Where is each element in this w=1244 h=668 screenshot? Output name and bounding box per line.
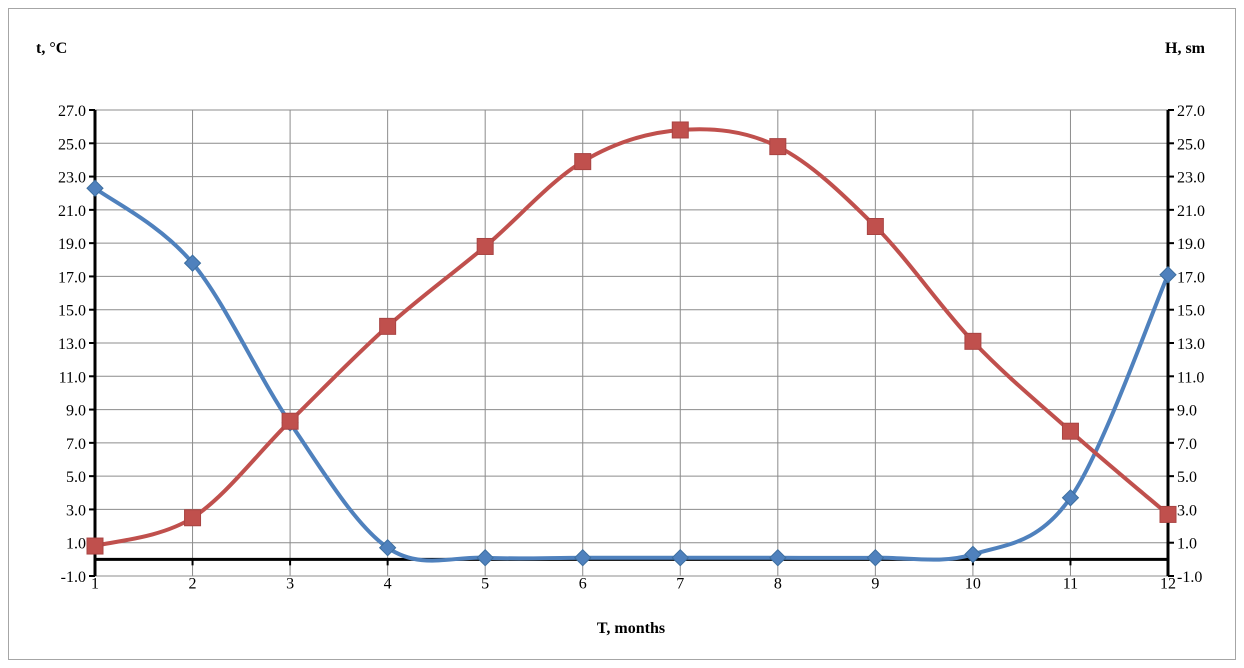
diamond-point bbox=[183, 254, 202, 272]
right-tick-label: 1.0 bbox=[1177, 536, 1197, 553]
right-tick-label: -1.0 bbox=[1177, 569, 1202, 586]
left-tick-label: 15.0 bbox=[58, 303, 86, 320]
square-point bbox=[671, 121, 689, 139]
left-tick-label: 1.0 bbox=[66, 536, 86, 553]
diamond-point bbox=[378, 539, 397, 557]
right-tick-label: 23.0 bbox=[1177, 170, 1205, 187]
square-point bbox=[1159, 505, 1177, 523]
diamond-point bbox=[866, 548, 885, 567]
square-point bbox=[574, 153, 592, 171]
x-tick-label: 11 bbox=[1063, 575, 1078, 592]
diamond-point bbox=[574, 548, 592, 567]
diamond-point bbox=[86, 179, 104, 197]
left-tick-label: 9.0 bbox=[66, 403, 86, 420]
left-tick-label: 23.0 bbox=[58, 170, 86, 187]
left-tick-label: 11.0 bbox=[59, 369, 86, 386]
left-tick-label: 19.0 bbox=[58, 236, 86, 253]
right-axis-label: H, sm bbox=[1165, 40, 1206, 57]
left-tick-label: -1.0 bbox=[61, 569, 86, 586]
diamond-point bbox=[476, 548, 494, 567]
left-tick-label: 7.0 bbox=[66, 436, 86, 453]
right-tick-label: 15.0 bbox=[1177, 303, 1205, 320]
square-point bbox=[866, 218, 884, 235]
grid-lines bbox=[94, 109, 1169, 577]
diamond-point bbox=[964, 545, 982, 564]
diamond-point bbox=[1159, 266, 1177, 284]
series bbox=[86, 121, 1177, 567]
diamond-point bbox=[1061, 489, 1080, 507]
tick-labels: 27.0 27.025.0 25.023.0 23.021.0 21.019.0 19.0… bbox=[58, 103, 1205, 592]
right-tick-label: 5.0 bbox=[1177, 469, 1197, 486]
square-point bbox=[476, 237, 494, 255]
x-tick-label: 5 bbox=[481, 575, 489, 592]
square-point bbox=[281, 412, 299, 430]
right-tick-label: 17.0 bbox=[1177, 269, 1205, 286]
x-tick-label: 3 bbox=[286, 575, 294, 592]
square-point bbox=[769, 138, 787, 156]
right-tick-label: 13.0 bbox=[1177, 336, 1205, 353]
right-tick-label: 21.0 bbox=[1177, 203, 1205, 220]
left-tick-label: 13.0 bbox=[58, 336, 86, 353]
right-tick-label: 27.0 bbox=[1177, 103, 1205, 120]
diamond-point bbox=[769, 548, 787, 567]
square-point bbox=[1061, 422, 1079, 440]
series-line-2 bbox=[93, 127, 1170, 549]
left-tick-label: 3.0 bbox=[66, 502, 86, 519]
chart-frame: 27.0 27.0 25.0 25.0 23.0 23.0 21.0 21.0 19.0 19.0… bbox=[8, 8, 1236, 660]
left-tick-label: 25.0 bbox=[58, 136, 86, 153]
x-tick-label: 9 bbox=[871, 575, 879, 592]
x-tick-label: 8 bbox=[774, 575, 782, 592]
right-tick-label: 25.0 bbox=[1177, 136, 1205, 153]
x-tick-label: 4 bbox=[384, 575, 392, 592]
x-tick-label: 7 bbox=[676, 575, 684, 592]
right-tick-label: 19.0 bbox=[1177, 236, 1205, 253]
right-tick-label: 9.0 bbox=[1177, 403, 1197, 420]
x-axis-label: T, months bbox=[597, 620, 665, 637]
x-tick-label: 1 bbox=[91, 575, 99, 592]
right-tick-label: 7.0 bbox=[1177, 436, 1197, 453]
line-chart: 27.0 27.025.0 25.023.0 23.021.0 21.019.0 19.0… bbox=[36, 40, 1206, 637]
left-axis-label: t, °C bbox=[36, 40, 67, 57]
left-tick-label: 27.0 bbox=[58, 103, 86, 120]
square-point bbox=[184, 509, 202, 527]
right-tick-label: 3.0 bbox=[1177, 502, 1197, 519]
square-point bbox=[964, 332, 982, 350]
square-point bbox=[86, 537, 104, 555]
diamond-point bbox=[671, 548, 689, 567]
left-tick-label: 21.0 bbox=[58, 203, 86, 220]
square-point bbox=[379, 317, 397, 335]
x-tick-label: 12 bbox=[1160, 575, 1176, 592]
left-tick-label: 5.0 bbox=[66, 469, 86, 486]
x-tick-label: 6 bbox=[579, 575, 587, 592]
right-tick-label: 11.0 bbox=[1177, 369, 1204, 386]
x-tick-label: 10 bbox=[965, 575, 981, 592]
x-tick-label: 2 bbox=[189, 575, 197, 592]
left-tick-label: 17.0 bbox=[58, 269, 86, 286]
series-line-1 bbox=[93, 186, 1170, 563]
